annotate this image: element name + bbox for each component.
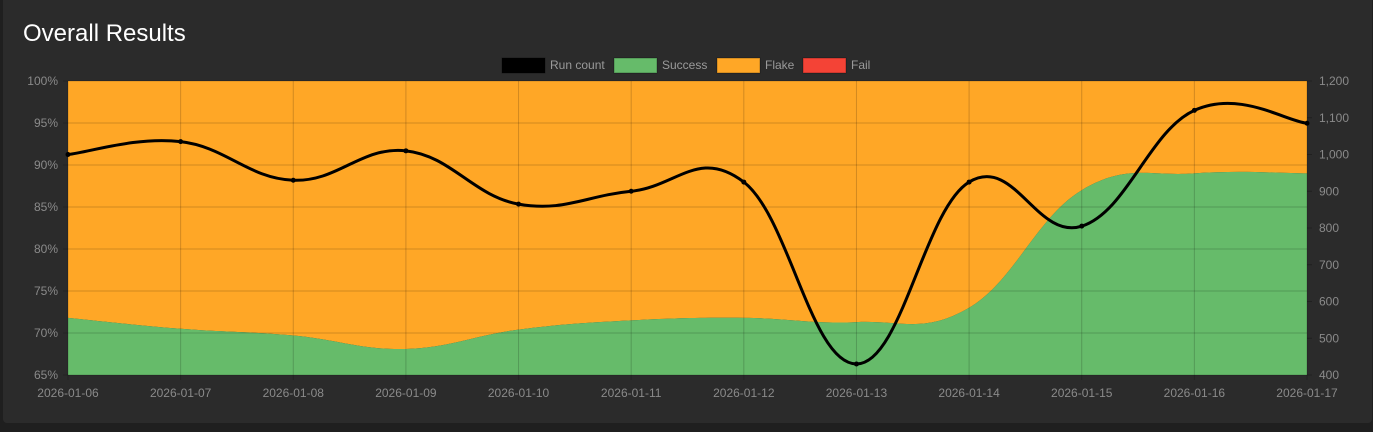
y-right-tick-label: 400 — [1319, 368, 1339, 382]
x-tick-label: 2026-01-10 — [488, 386, 550, 400]
x-tick-label: 2026-01-16 — [1164, 386, 1226, 400]
y-right-tick-label: 500 — [1319, 331, 1339, 345]
x-tick-label: 2026-01-14 — [938, 386, 1000, 400]
x-tick-label: 2026-01-15 — [1051, 386, 1113, 400]
y-left-tick-label: 70% — [34, 326, 58, 340]
run-count-point — [178, 139, 184, 145]
run-count-point — [741, 179, 747, 185]
run-count-point — [966, 179, 972, 185]
run-count-point — [403, 148, 409, 154]
x-tick-label: 2026-01-17 — [1276, 386, 1338, 400]
run-count-point — [1079, 223, 1085, 229]
run-count-point — [1304, 120, 1310, 126]
legend-label: Fail — [851, 58, 870, 72]
run-count-point — [628, 188, 634, 194]
y-left-tick-label: 95% — [34, 116, 58, 130]
legend-label: Flake — [765, 58, 795, 72]
y-left-tick-label: 80% — [34, 242, 58, 256]
y-left-tick-label: 85% — [34, 200, 58, 214]
x-tick-label: 2026-01-12 — [713, 386, 775, 400]
y-left-tick-label: 90% — [34, 158, 58, 172]
y-right-tick-label: 800 — [1319, 221, 1339, 235]
legend-swatch — [501, 57, 546, 74]
x-tick-label: 2026-01-13 — [826, 386, 888, 400]
legend-label: Success — [662, 58, 707, 72]
run-count-point — [516, 201, 522, 207]
y-right-tick-label: 900 — [1319, 184, 1339, 198]
run-count-point — [853, 361, 859, 367]
x-tick-label: 2026-01-08 — [263, 386, 325, 400]
y-left-tick-label: 100% — [27, 74, 58, 88]
y-left-tick-label: 65% — [34, 368, 58, 382]
legend-label: Run count — [550, 58, 605, 72]
x-tick-label: 2026-01-09 — [375, 386, 437, 400]
y-right-tick-label: 600 — [1319, 295, 1339, 309]
y-right-tick-label: 1,100 — [1319, 111, 1349, 125]
run-count-point — [65, 152, 71, 157]
x-tick-label: 2026-01-11 — [601, 386, 662, 400]
flake-area — [68, 81, 1307, 350]
legend-swatch — [716, 57, 761, 74]
legend-swatch — [802, 57, 847, 74]
y-right-tick-label: 1,200 — [1319, 74, 1349, 88]
x-tick-label: 2026-01-07 — [150, 386, 212, 400]
success-area — [68, 171, 1307, 375]
y-right-tick-label: 1,000 — [1319, 148, 1349, 162]
legend-swatch — [613, 57, 658, 74]
page-title: Overall Results — [23, 20, 186, 47]
run-count-point — [290, 177, 296, 183]
run-count-point — [1191, 107, 1197, 113]
x-tick-label: 2026-01-06 — [37, 386, 99, 400]
y-left-tick-label: 75% — [34, 284, 58, 298]
y-right-tick-label: 700 — [1319, 258, 1339, 272]
